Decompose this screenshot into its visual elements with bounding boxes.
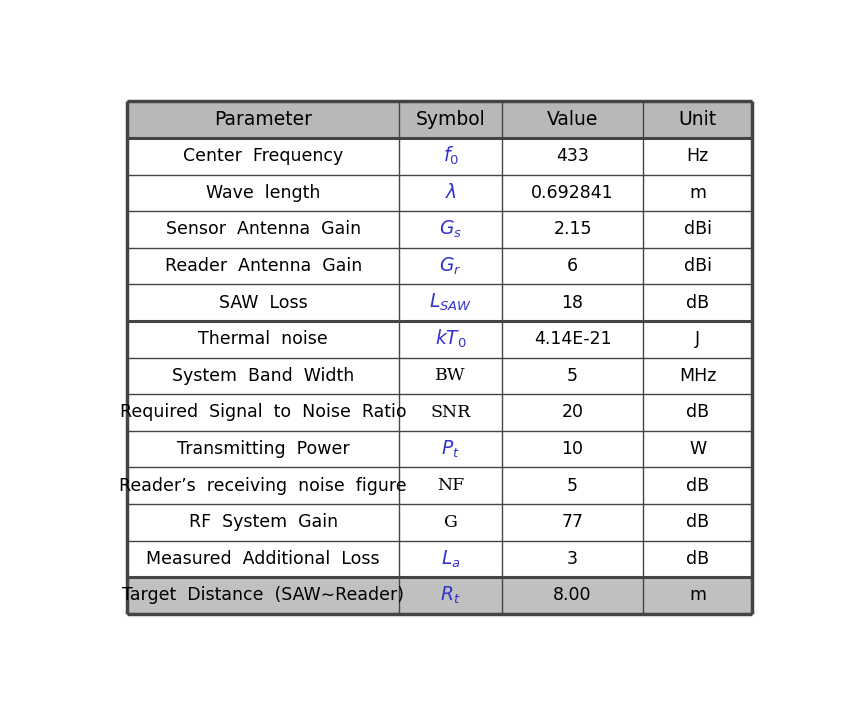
Text: 6: 6 — [567, 257, 578, 275]
Text: SNR: SNR — [431, 404, 471, 421]
Text: $G_r$: $G_r$ — [439, 256, 462, 277]
Text: $f_0$: $f_0$ — [443, 145, 459, 167]
Text: 5: 5 — [567, 367, 578, 385]
Text: W: W — [689, 440, 706, 458]
Text: dBi: dBi — [684, 257, 711, 275]
Text: Center  Frequency: Center Frequency — [183, 147, 343, 165]
Bar — [127, 248, 752, 285]
Text: Symbol: Symbol — [416, 110, 486, 129]
Bar — [127, 321, 752, 358]
Text: Reader  Antenna  Gain: Reader Antenna Gain — [165, 257, 362, 275]
Bar — [127, 394, 752, 430]
Text: 2.15: 2.15 — [553, 220, 592, 239]
Text: m: m — [689, 184, 706, 202]
Bar — [127, 467, 752, 504]
Bar — [127, 541, 752, 577]
Text: Required  Signal  to  Noise  Ratio: Required Signal to Noise Ratio — [120, 404, 407, 421]
Text: 3: 3 — [567, 550, 578, 568]
Bar — [127, 358, 752, 394]
Text: 0.692841: 0.692841 — [531, 184, 613, 202]
Text: 5: 5 — [567, 476, 578, 495]
Bar — [127, 211, 752, 248]
Text: $\lambda$: $\lambda$ — [444, 183, 456, 202]
Text: RF  System  Gain: RF System Gain — [189, 513, 338, 531]
Text: Unit: Unit — [679, 110, 716, 129]
Text: Thermal  noise: Thermal noise — [198, 330, 328, 348]
Text: 18: 18 — [561, 294, 583, 312]
Text: BW: BW — [435, 367, 466, 384]
Text: NF: NF — [437, 477, 464, 494]
Text: $R_t$: $R_t$ — [440, 585, 461, 606]
Text: Hz: Hz — [686, 147, 709, 165]
Text: $kT_0$: $kT_0$ — [435, 328, 467, 350]
Text: Wave  length: Wave length — [206, 184, 320, 202]
Text: Value: Value — [547, 110, 598, 129]
Bar — [127, 138, 752, 175]
Text: SAW  Loss: SAW Loss — [219, 294, 307, 312]
Text: $P_t$: $P_t$ — [441, 438, 460, 459]
Text: dB: dB — [686, 513, 709, 531]
Bar — [127, 175, 752, 211]
Text: Measured  Additional  Loss: Measured Additional Loss — [147, 550, 380, 568]
Bar — [127, 285, 752, 321]
Text: 20: 20 — [561, 404, 583, 421]
Text: G: G — [444, 514, 457, 531]
Text: J: J — [695, 330, 700, 348]
Text: dB: dB — [686, 476, 709, 495]
Text: 4.14E-21: 4.14E-21 — [534, 330, 612, 348]
Text: Transmitting  Power: Transmitting Power — [177, 440, 349, 458]
Text: Target  Distance  (SAW∼Reader): Target Distance (SAW∼Reader) — [122, 586, 404, 605]
Bar — [127, 577, 752, 614]
Text: dB: dB — [686, 404, 709, 421]
Bar — [127, 430, 752, 467]
Bar — [127, 504, 752, 541]
Text: dB: dB — [686, 294, 709, 312]
Text: $L_{SAW}$: $L_{SAW}$ — [429, 292, 472, 313]
Text: 10: 10 — [561, 440, 583, 458]
Text: $L_a$: $L_a$ — [441, 548, 461, 569]
Bar — [127, 101, 752, 138]
Text: dBi: dBi — [684, 220, 711, 239]
Text: 433: 433 — [556, 147, 589, 165]
Text: Sensor  Antenna  Gain: Sensor Antenna Gain — [166, 220, 360, 239]
Text: Reader’s  receiving  noise  figure: Reader’s receiving noise figure — [119, 476, 407, 495]
Text: dB: dB — [686, 550, 709, 568]
Text: MHz: MHz — [679, 367, 716, 385]
Text: Parameter: Parameter — [214, 110, 312, 129]
Text: 77: 77 — [561, 513, 583, 531]
Text: m: m — [689, 586, 706, 605]
Text: $G_s$: $G_s$ — [439, 219, 462, 240]
Text: 8.00: 8.00 — [553, 586, 592, 605]
Text: System  Band  Width: System Band Width — [172, 367, 354, 385]
